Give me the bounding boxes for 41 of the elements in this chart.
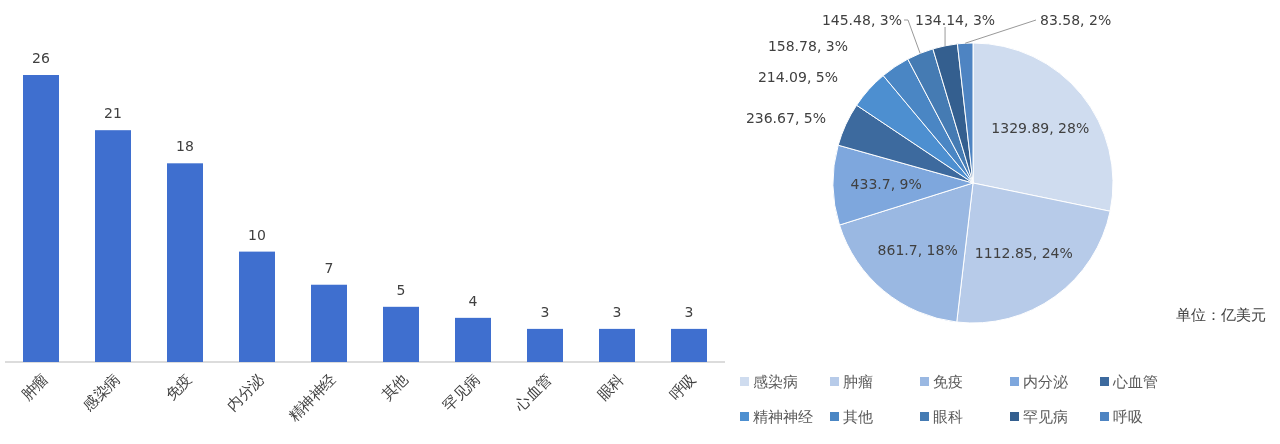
bar bbox=[167, 163, 203, 362]
x-tick-label: 免疫 bbox=[161, 370, 196, 405]
data-label: 83.58, 2% bbox=[1040, 12, 1112, 28]
data-label: 861.7, 18% bbox=[877, 241, 958, 258]
data-label: 158.78, 3% bbox=[767, 38, 848, 54]
bar bbox=[599, 328, 635, 362]
bar bbox=[383, 306, 419, 362]
data-label: 1112.85, 24% bbox=[974, 245, 1073, 262]
bar bbox=[23, 75, 59, 362]
data-label: 214.09, 5% bbox=[757, 69, 838, 85]
data-label: 3 bbox=[612, 303, 622, 320]
x-tick-label: 肿瘤 bbox=[17, 370, 52, 405]
data-label: 134.14, 3% bbox=[915, 12, 996, 28]
x-tick-label: 眼科 bbox=[593, 370, 628, 405]
x-tick-label: 呼吸 bbox=[665, 370, 700, 405]
data-label: 26 bbox=[32, 50, 50, 66]
x-tick-label: 精神神经 bbox=[284, 370, 340, 426]
text: 单位：亿美元 bbox=[1176, 306, 1266, 324]
data-label: 5 bbox=[396, 281, 406, 298]
x-tick-label: 其他 bbox=[377, 370, 412, 405]
data-label: 18 bbox=[176, 138, 194, 155]
data-label: 21 bbox=[104, 105, 122, 122]
x-tick-label: 心血管 bbox=[510, 370, 556, 416]
data-label: 10 bbox=[248, 226, 266, 243]
x-tick-label: 罕见病 bbox=[439, 370, 484, 415]
data-label: 1329.89, 28% bbox=[991, 120, 1090, 137]
x-tick-label: 内分泌 bbox=[223, 370, 268, 415]
data-label: 3 bbox=[540, 303, 550, 320]
data-label: 7 bbox=[324, 259, 334, 276]
bar bbox=[671, 328, 707, 362]
bar bbox=[95, 130, 131, 362]
data-label: 3 bbox=[684, 303, 694, 320]
data-label: 145.48, 3% bbox=[821, 12, 902, 28]
bar bbox=[311, 284, 347, 362]
data-label: 4 bbox=[468, 292, 478, 309]
bar bbox=[527, 328, 563, 362]
bar bbox=[239, 251, 275, 362]
data-label: 433.7, 9% bbox=[850, 176, 922, 193]
bar bbox=[455, 317, 491, 362]
data-label: 236.67, 5% bbox=[745, 110, 826, 126]
x-tick-label: 感染病 bbox=[79, 370, 124, 415]
